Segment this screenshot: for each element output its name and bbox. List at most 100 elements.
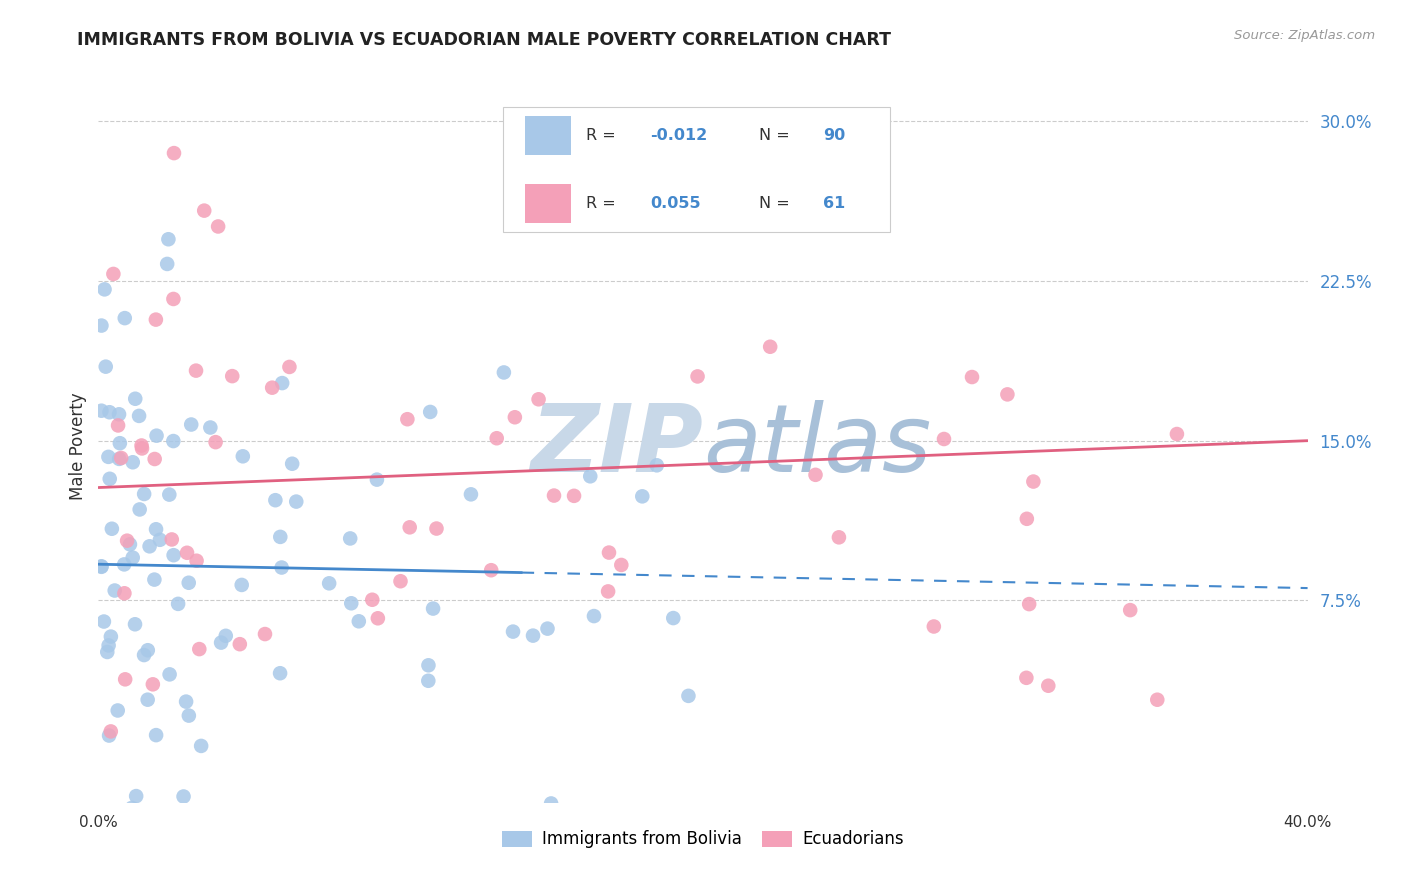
Point [124,392,146,406]
Point [110,450,132,465]
Text: R =: R = [586,196,620,211]
Point [131,438,153,452]
Point [645,458,668,473]
Point [231,578,253,592]
Point [418,673,440,688]
Point [100,630,122,644]
Point [112,586,135,600]
Point [143,452,166,467]
Point [121,550,143,565]
Point [142,677,165,691]
Point [502,624,524,639]
Point [875,842,897,856]
Point [678,689,700,703]
Point [128,502,150,516]
Point [340,596,363,610]
Point [159,667,181,681]
Point [93,282,115,296]
Point [396,412,419,426]
Y-axis label: Male Poverty: Male Poverty [69,392,87,500]
Point [270,560,292,574]
Point [100,724,122,739]
Point [598,584,620,599]
Point [398,520,420,534]
Point [598,545,620,559]
Point [107,418,129,433]
Point [460,487,482,501]
Point [167,597,190,611]
Point [232,450,254,464]
Point [1015,671,1038,685]
Point [479,563,502,577]
Point [132,648,155,662]
Point [804,467,827,482]
Point [160,533,183,547]
Point [1015,512,1038,526]
Point [262,381,284,395]
Point [425,522,447,536]
Point [190,739,212,753]
Point [149,533,172,547]
Point [125,789,148,803]
Point [94,359,117,374]
Text: atlas: atlas [703,401,931,491]
Point [177,575,200,590]
Point [176,546,198,560]
Point [118,537,141,551]
Point [579,469,602,483]
Point [184,364,207,378]
FancyBboxPatch shape [503,107,890,232]
Point [219,825,242,839]
Legend: Immigrants from Bolivia, Ecuadorians: Immigrants from Bolivia, Ecuadorians [495,824,911,855]
Point [156,257,179,271]
Point [108,407,131,421]
Point [162,434,184,448]
Point [90,318,112,333]
Point [112,558,135,572]
Point [389,574,412,589]
Point [145,428,167,442]
Point [662,611,685,625]
Point [1146,692,1168,706]
Point [922,619,945,633]
Point [686,369,709,384]
Point [631,489,654,503]
Point [90,559,112,574]
Point [866,70,889,84]
Point [103,267,125,281]
Point [318,576,340,591]
Point [98,729,121,743]
Point [98,405,121,419]
Point [269,666,291,681]
Point [960,370,983,384]
Point [177,708,200,723]
Point [145,312,167,326]
Point [93,615,115,629]
Point [108,451,131,466]
Point [215,629,238,643]
Point [174,695,197,709]
Point [367,611,389,625]
Text: ZIP: ZIP [530,400,703,492]
Text: R =: R = [586,128,620,143]
Point [157,487,180,501]
Point [269,530,291,544]
Point [1038,679,1060,693]
Point [145,728,167,742]
Point [522,629,544,643]
Point [90,403,112,417]
Point [418,658,440,673]
Point [872,113,894,128]
Point [115,533,138,548]
Point [104,583,127,598]
Point [347,615,370,629]
Point [437,812,460,826]
Point [96,645,118,659]
Point [419,405,441,419]
Point [188,642,211,657]
Point [285,494,308,508]
Bar [526,115,571,155]
Point [180,417,202,432]
Point [162,292,184,306]
Point [492,366,515,380]
